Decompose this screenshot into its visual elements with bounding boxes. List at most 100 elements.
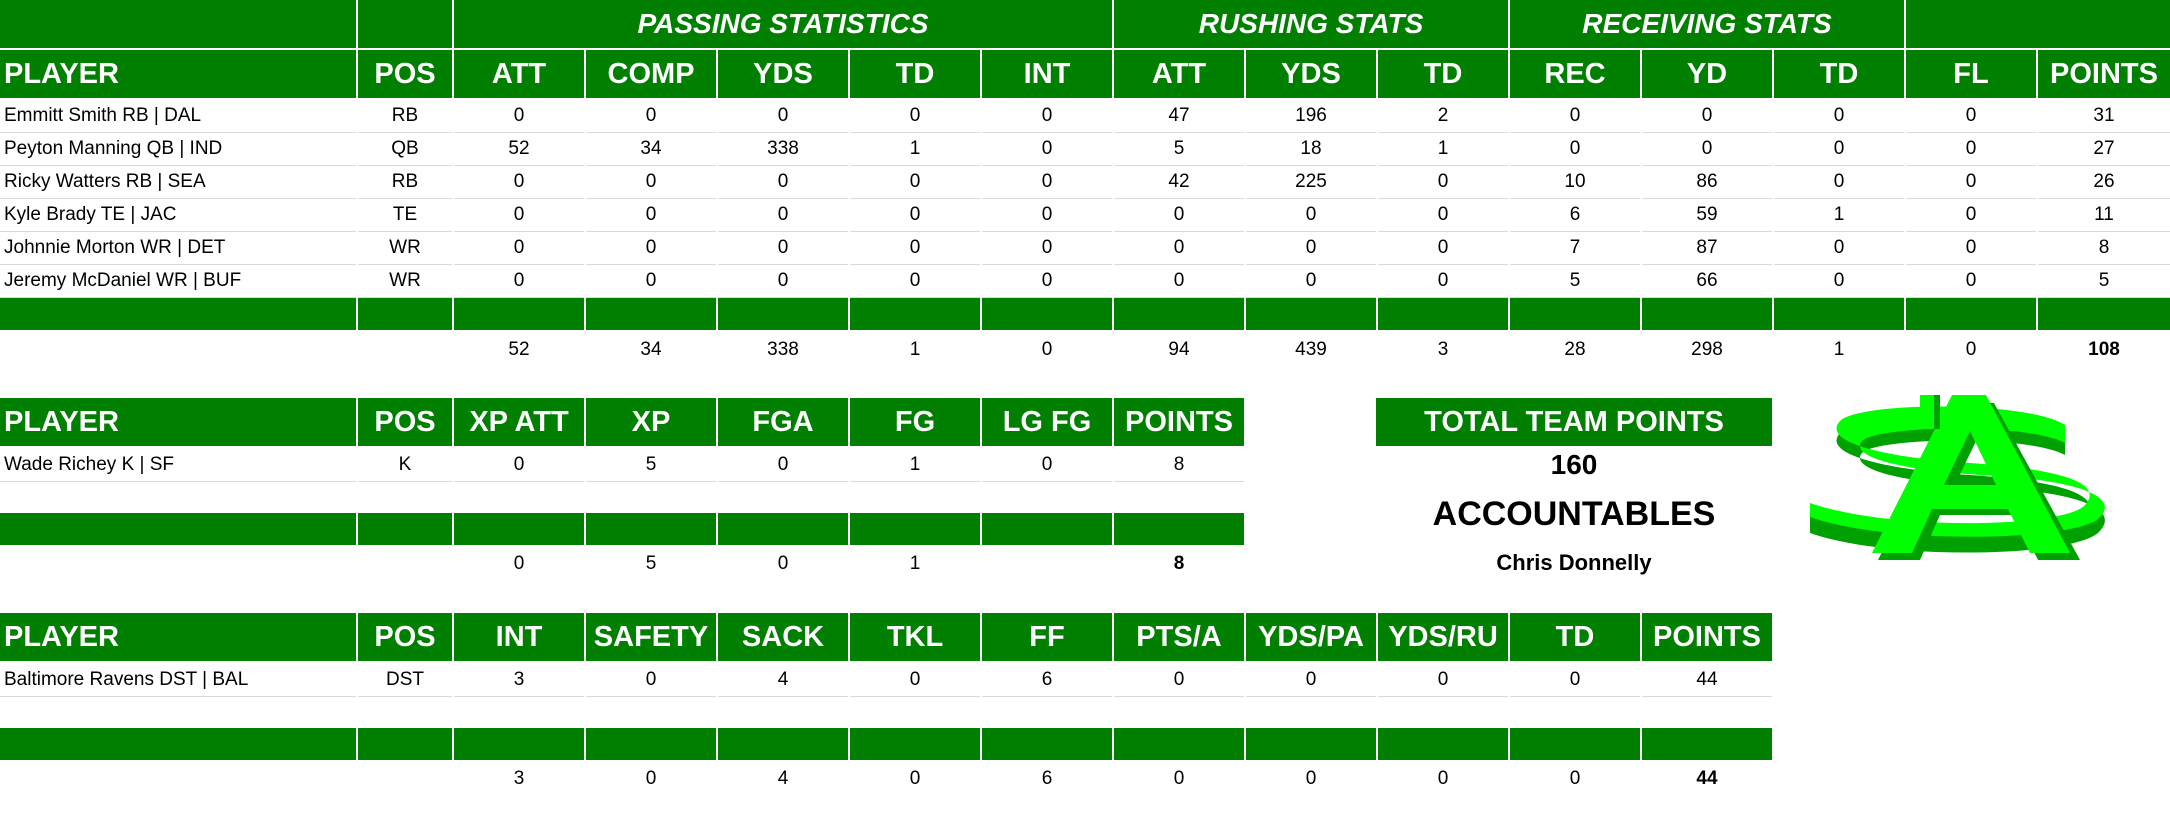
offense-cell-yd: 87 (1642, 232, 1772, 265)
offense-cell-td: 0 (1774, 100, 1904, 133)
offense-cell-td: 1 (1378, 133, 1508, 166)
kicker-cell-points: 8 (1114, 449, 1244, 482)
defense-cell-player: Baltimore Ravens DST | BAL (0, 664, 356, 697)
offense-separator-bar (1642, 298, 1772, 330)
offense-total-int: 0 (1041, 338, 1053, 360)
offense-cell-comp: 0 (586, 232, 716, 265)
offense-cell-yd: 86 (1642, 166, 1772, 199)
offense-cell-td: 0 (1774, 166, 1904, 199)
offense-col-header-td: TD (1378, 50, 1508, 98)
defense-cell-points: 44 (1642, 664, 1772, 697)
defense-col-header-tkl: TKL (850, 613, 980, 661)
passing-group-header: PASSING STATISTICS (454, 0, 1112, 48)
offense-cell-pos: QB (358, 133, 452, 166)
offense-cell-comp: 0 (586, 199, 716, 232)
defense-total-int: 3 (513, 767, 525, 789)
offense-col-header-yd: YD (1642, 50, 1772, 98)
offense-total-points: 108 (2088, 338, 2120, 360)
accountables-dollar-logo-icon (1810, 395, 2105, 560)
offense-col-header-td: TD (1774, 50, 1904, 98)
defense-empty-cell (850, 697, 980, 730)
offense-separator-bar (1378, 298, 1508, 330)
kicker-cell-lg-fg: 0 (982, 449, 1112, 482)
offense-header-spacer (1906, 0, 2170, 48)
defense-total-safety: 0 (645, 767, 657, 789)
offense-cell-comp: 0 (586, 265, 716, 298)
kicker-empty-cell (454, 482, 584, 515)
offense-cell-player: Ricky Watters RB | SEA (0, 166, 356, 199)
offense-cell-att: 0 (454, 100, 584, 133)
offense-cell-points: 5 (2038, 265, 2170, 298)
offense-cell-att: 5 (1114, 133, 1244, 166)
offense-cell-att: 0 (454, 166, 584, 199)
defense-total-pts-a: 0 (1173, 767, 1185, 789)
receiving-group-header: RECEIVING STATS (1510, 0, 1904, 48)
offense-total-yds: 439 (1295, 338, 1327, 360)
offense-col-header-fl: FL (1906, 50, 2036, 98)
offense-header-spacer (0, 0, 356, 48)
defense-cell-yds-ru: 0 (1378, 664, 1508, 697)
defense-separator-bar (358, 728, 452, 760)
kicker-separator-bar (0, 513, 356, 545)
offense-cell-rec: 5 (1510, 265, 1640, 298)
defense-total-player (0, 762, 356, 795)
defense-cell-tkl: 0 (850, 664, 980, 697)
offense-col-header-td: TD (850, 50, 980, 98)
offense-cell-player: Johnnie Morton WR | DET (0, 232, 356, 265)
defense-empty-cell (1246, 697, 1376, 730)
offense-cell-yd: 0 (1642, 100, 1772, 133)
offense-cell-int: 0 (982, 199, 1112, 232)
offense-cell-td: 1 (1774, 199, 1904, 232)
offense-cell-td: 1 (850, 133, 980, 166)
offense-total-pos (358, 333, 452, 366)
offense-separator-bar (1246, 298, 1376, 330)
offense-cell-att: 0 (454, 232, 584, 265)
offense-col-header-yds: YDS (1246, 50, 1376, 98)
kicker-separator-bar (358, 513, 452, 545)
kicker-empty-cell (358, 482, 452, 515)
offense-cell-td: 0 (850, 232, 980, 265)
defense-empty-cell (1114, 697, 1244, 730)
offense-cell-pos: RB (358, 166, 452, 199)
offense-cell-points: 11 (2038, 199, 2170, 232)
offense-cell-yds: 18 (1246, 133, 1376, 166)
defense-total-td: 0 (1569, 767, 1581, 789)
offense-cell-att: 0 (1114, 265, 1244, 298)
defense-cell-pts-a: 0 (1114, 664, 1244, 697)
defense-col-header-yds-pa: YDS/PA (1246, 613, 1376, 661)
defense-total-yds-pa: 0 (1305, 767, 1317, 789)
defense-separator-bar (718, 728, 848, 760)
defense-total-tkl: 0 (909, 767, 921, 789)
offense-cell-yds: 0 (718, 166, 848, 199)
defense-cell-td: 0 (1510, 664, 1640, 697)
defense-total-sack: 4 (777, 767, 789, 789)
offense-cell-comp: 0 (586, 100, 716, 133)
kicker-col-header-fga: FGA (718, 398, 848, 446)
offense-separator-bar (1510, 298, 1640, 330)
offense-cell-pos: WR (358, 265, 452, 298)
offense-cell-player: Kyle Brady TE | JAC (0, 199, 356, 232)
defense-col-header-ff: FF (982, 613, 1112, 661)
defense-col-header-player: PLAYER (0, 613, 356, 661)
kicker-col-header-lg-fg: LG FG (982, 398, 1112, 446)
offense-total-td: 3 (1437, 338, 1449, 360)
offense-cell-rec: 6 (1510, 199, 1640, 232)
offense-total-yds: 338 (767, 338, 799, 360)
rushing-group-header: RUSHING STATS (1114, 0, 1508, 48)
defense-empty-cell (718, 697, 848, 730)
offense-cell-fl: 0 (1906, 199, 2036, 232)
defense-empty-cell (1378, 697, 1508, 730)
kicker-empty-cell (0, 482, 356, 515)
offense-separator-bar (1774, 298, 1904, 330)
offense-total-td: 1 (1833, 338, 1845, 360)
total-team-points-title: TOTAL TEAM POINTS (1376, 398, 1772, 446)
kicker-total-lg-fg (982, 547, 1112, 580)
offense-cell-td: 0 (1378, 265, 1508, 298)
defense-separator-bar (1114, 728, 1244, 760)
kicker-separator-bar (850, 513, 980, 545)
defense-col-header-int: INT (454, 613, 584, 661)
kicker-separator-bar (454, 513, 584, 545)
offense-total-comp: 34 (640, 338, 662, 360)
defense-separator-bar (0, 728, 356, 760)
kicker-cell-xp: 5 (586, 449, 716, 482)
